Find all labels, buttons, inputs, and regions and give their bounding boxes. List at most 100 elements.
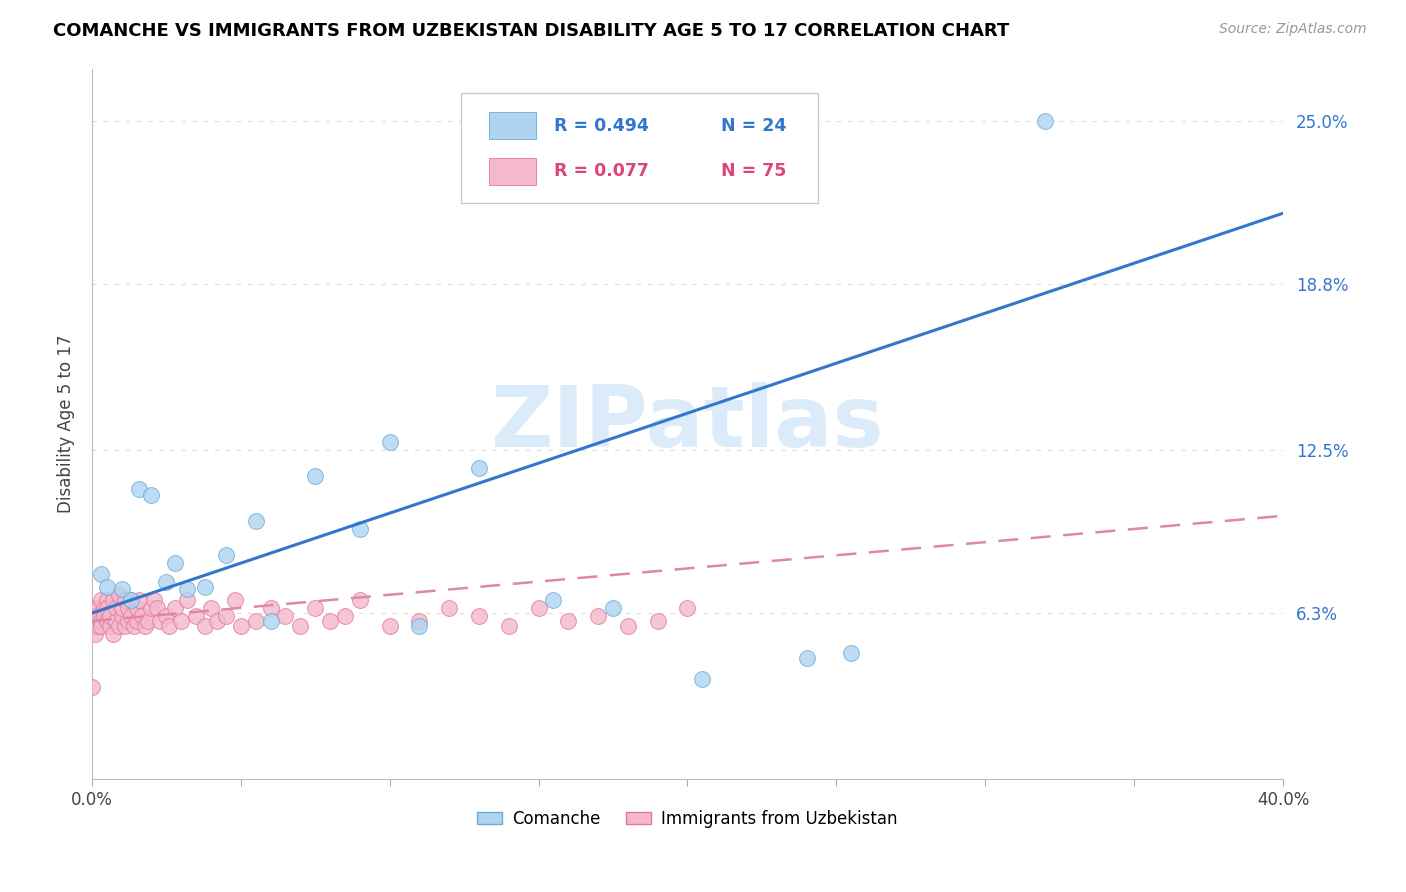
Point (468, 608, 491, 623)
Point (839, 646, 862, 660)
Point (215, 549, 238, 563)
Point (90, 566, 112, 581)
Point (98, 619, 121, 633)
Point (146, 600, 169, 615)
Point (104, 600, 127, 615)
Point (90, 614, 112, 628)
Point (87, 600, 110, 615)
Point (111, 600, 134, 615)
Point (114, 593, 136, 607)
Point (184, 608, 207, 623)
Point (602, 600, 624, 615)
Point (96, 593, 118, 607)
Point (96, 600, 118, 615)
Point (274, 608, 297, 623)
Point (83, 614, 105, 628)
Text: R = 0.077: R = 0.077 (554, 162, 650, 180)
Point (349, 522, 371, 536)
Point (93, 608, 115, 623)
Point (527, 600, 550, 615)
Text: N = 24: N = 24 (721, 117, 786, 135)
Point (120, 593, 142, 607)
Point (437, 600, 460, 615)
Point (114, 619, 136, 633)
Point (117, 600, 139, 615)
Point (80, 619, 103, 633)
Point (408, 614, 430, 628)
Point (245, 514, 267, 528)
Point (101, 627, 124, 641)
FancyBboxPatch shape (461, 94, 818, 203)
Point (408, 619, 430, 633)
Point (378, 435, 401, 450)
Point (304, 600, 326, 615)
Point (128, 483, 150, 497)
Text: R = 0.494: R = 0.494 (554, 117, 650, 135)
Point (796, 651, 818, 665)
Point (557, 614, 579, 628)
Point (111, 608, 134, 623)
Point (349, 593, 371, 607)
Point (468, 461, 491, 475)
FancyBboxPatch shape (488, 158, 536, 185)
Point (117, 614, 139, 628)
Point (215, 608, 238, 623)
Point (138, 614, 160, 628)
Point (165, 600, 187, 615)
Point (200, 600, 222, 615)
Point (194, 580, 217, 594)
Point (120, 608, 142, 623)
Point (647, 614, 669, 628)
Point (155, 574, 177, 589)
Point (290, 619, 312, 633)
Point (128, 593, 150, 607)
Text: COMANCHE VS IMMIGRANTS FROM UZBEKISTAN DISABILITY AGE 5 TO 17 CORRELATION CHART: COMANCHE VS IMMIGRANTS FROM UZBEKISTAN D… (53, 22, 1010, 40)
Point (498, 619, 520, 633)
Point (141, 488, 163, 502)
Point (245, 614, 267, 628)
Point (90, 593, 112, 607)
Point (122, 619, 145, 633)
Text: ZIPatlas: ZIPatlas (491, 382, 884, 466)
Point (107, 619, 129, 633)
Text: N = 75: N = 75 (721, 162, 786, 180)
Point (80, 600, 103, 615)
Point (131, 608, 153, 623)
Point (141, 600, 163, 615)
Point (259, 614, 281, 628)
Point (333, 608, 356, 623)
Point (319, 614, 342, 628)
Point (134, 619, 156, 633)
Point (93, 600, 115, 615)
Point (205, 614, 228, 628)
Point (83, 608, 105, 623)
Text: Source: ZipAtlas.com: Source: ZipAtlas.com (1219, 22, 1367, 37)
Point (107, 588, 129, 602)
Point (692, 672, 714, 686)
Point (149, 614, 172, 628)
Point (543, 593, 565, 607)
Point (170, 614, 193, 628)
Point (143, 593, 166, 607)
Point (120, 593, 142, 607)
Point (304, 469, 326, 483)
Point (90, 619, 112, 633)
Y-axis label: Disability Age 5 to 17: Disability Age 5 to 17 (58, 334, 75, 513)
Point (96, 580, 118, 594)
Legend: Comanche, Immigrants from Uzbekistan: Comanche, Immigrants from Uzbekistan (471, 803, 904, 835)
Point (155, 608, 177, 623)
Point (125, 600, 148, 615)
FancyBboxPatch shape (488, 112, 536, 139)
Point (165, 556, 187, 570)
Point (676, 600, 699, 615)
Point (104, 614, 127, 628)
Point (194, 619, 217, 633)
Point (176, 593, 198, 607)
Point (176, 582, 198, 597)
Point (259, 600, 281, 615)
Point (87, 619, 110, 633)
Point (229, 619, 252, 633)
Point (87, 608, 110, 623)
Point (98, 608, 121, 623)
Point (157, 619, 180, 633)
